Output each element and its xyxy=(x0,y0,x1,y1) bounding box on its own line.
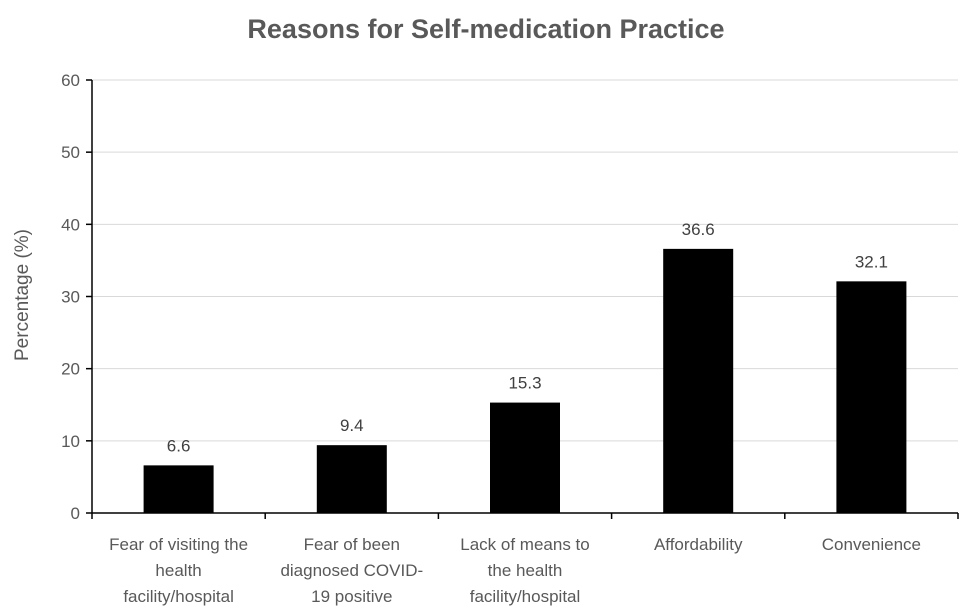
category-label-line: Fear of visiting the xyxy=(109,535,248,554)
category-label-line: facility/hospital xyxy=(123,587,234,606)
category-label-5: Convenience xyxy=(822,535,921,554)
category-label-4: Affordability xyxy=(654,535,743,554)
data-label-4: 36.6 xyxy=(682,220,715,239)
category-label-line: diagnosed COVID- xyxy=(280,561,423,580)
chart-title: Reasons for Self-medication Practice xyxy=(247,14,724,44)
data-label-1: 6.6 xyxy=(167,436,191,455)
category-label-line: 19 positive xyxy=(311,587,392,606)
y-tick-label: 40 xyxy=(61,215,80,234)
category-label-line: Convenience xyxy=(822,535,921,554)
gridlines xyxy=(92,79,958,442)
y-tick-label: 20 xyxy=(61,360,80,379)
data-label-5: 32.1 xyxy=(855,252,888,271)
bar-1 xyxy=(143,465,214,513)
y-axis-ticks: 0 10 20 30 40 50 60 xyxy=(61,71,92,523)
category-label-line: the health xyxy=(488,561,563,580)
bar-3 xyxy=(490,402,560,513)
bar-4 xyxy=(663,248,734,513)
bar-2 xyxy=(316,445,387,513)
x-axis-ticks xyxy=(91,513,959,519)
data-label-2: 9.4 xyxy=(340,416,364,435)
y-tick-label: 60 xyxy=(61,71,80,90)
category-label-line: facility/hospital xyxy=(470,587,581,606)
category-label-line: health xyxy=(155,561,201,580)
bars xyxy=(143,248,907,513)
y-tick-label: 30 xyxy=(61,288,80,307)
data-label-3: 15.3 xyxy=(508,374,541,393)
y-tick-label: 0 xyxy=(71,504,80,523)
category-label-2: Fear of been diagnosed COVID- 19 positive xyxy=(280,535,423,606)
bar-5 xyxy=(836,281,907,513)
data-labels: 6.6 9.4 15.3 36.6 32.1 xyxy=(167,220,888,456)
category-label-line: Affordability xyxy=(654,535,743,554)
y-tick-label: 10 xyxy=(61,432,80,451)
category-label-3: Lack of means to the health facility/hospi… xyxy=(460,535,589,606)
category-labels: Fear of visiting the health facility/hospi… xyxy=(109,535,921,606)
category-label-1: Fear of visiting the health facility/hospi… xyxy=(109,535,248,606)
y-tick-label: 50 xyxy=(61,143,80,162)
y-axis-label: Percentage (%) xyxy=(12,229,33,361)
category-label-line: Lack of means to xyxy=(460,535,589,554)
category-label-line: Fear of been xyxy=(304,535,400,554)
